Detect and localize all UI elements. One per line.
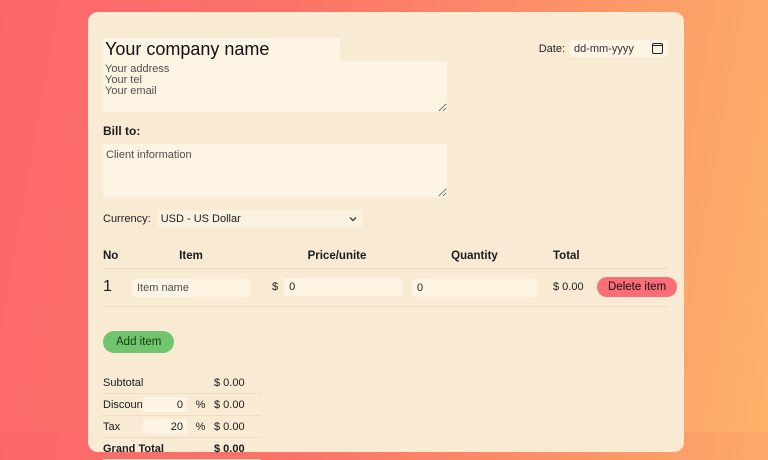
invoice-card: Date: dd-mm-yyyy Bill to: Currency: USD … bbox=[88, 12, 684, 460]
tax-percent-sign: % bbox=[195, 420, 206, 433]
subtotal-value: $ 0.00 bbox=[214, 376, 245, 389]
item-price-cell: $ bbox=[272, 278, 412, 296]
item-quantity-cell bbox=[412, 278, 553, 297]
client-info-textarea[interactable] bbox=[103, 144, 447, 197]
totals-section: Subtotal $ 0.00 Discount % $ 0.00 Tax % … bbox=[103, 372, 261, 460]
discount-row: Discount % $ 0.00 bbox=[103, 394, 261, 416]
bill-to-label: Bill to: bbox=[103, 124, 141, 138]
header-price: Price/unite bbox=[307, 250, 367, 262]
header-no: No bbox=[103, 250, 119, 262]
grand-total-label: Grand Total bbox=[103, 442, 164, 455]
item-quantity-input[interactable] bbox=[412, 278, 537, 297]
tax-amount: $ 0.00 bbox=[214, 420, 245, 433]
item-name-cell bbox=[132, 278, 272, 297]
discount-amount: $ 0.00 bbox=[214, 398, 245, 411]
date-value: dd-mm-yyyy bbox=[574, 42, 634, 55]
calendar-icon[interactable] bbox=[652, 43, 663, 54]
add-item-button[interactable]: Add item bbox=[103, 331, 175, 353]
header-row: Date: dd-mm-yyyy bbox=[103, 38, 668, 61]
item-delete-cell: Delete item bbox=[597, 277, 678, 297]
item-total: $ 0.00 bbox=[553, 281, 584, 293]
grand-total-row: Grand Total $ 0.00 bbox=[103, 438, 261, 460]
discount-input[interactable] bbox=[143, 397, 187, 412]
currency-select-wrap: USD - US Dollar bbox=[157, 210, 362, 227]
company-name-input[interactable] bbox=[103, 38, 340, 61]
currency-row: Currency: USD - US Dollar bbox=[103, 210, 668, 227]
item-row: 1 $ $ 0.00 Delete item bbox=[103, 269, 678, 307]
header-total: Total bbox=[553, 250, 580, 262]
subtotal-label: Subtotal bbox=[103, 376, 144, 389]
discount-percent-sign: % bbox=[195, 398, 206, 411]
date-label: Date: bbox=[538, 42, 565, 55]
item-price-input[interactable] bbox=[284, 278, 403, 296]
items-table-header: No Item Price/unite Quantity Total bbox=[103, 250, 668, 269]
tax-label: Tax bbox=[103, 420, 121, 433]
currency-symbol: $ bbox=[272, 281, 279, 293]
currency-label: Currency: bbox=[103, 212, 151, 225]
header-item: Item bbox=[179, 250, 203, 262]
tax-row: Tax % $ 0.00 bbox=[103, 416, 261, 438]
company-details-textarea[interactable] bbox=[103, 61, 447, 112]
subtotal-row: Subtotal $ 0.00 bbox=[103, 372, 261, 394]
delete-item-button[interactable]: Delete item bbox=[597, 277, 678, 297]
items-table: No Item Price/unite Quantity Total 1 $ $… bbox=[103, 250, 678, 307]
currency-select[interactable]: USD - US Dollar bbox=[157, 210, 362, 227]
item-name-input[interactable] bbox=[132, 278, 250, 297]
date-group: Date: dd-mm-yyyy bbox=[539, 40, 668, 57]
date-input[interactable]: dd-mm-yyyy bbox=[570, 40, 668, 57]
item-number: 1 bbox=[103, 278, 112, 295]
grand-total-value: $ 0.00 bbox=[214, 442, 245, 455]
header-quantity: Quantity bbox=[451, 250, 498, 262]
discount-label: Discount bbox=[103, 398, 146, 411]
tax-input[interactable] bbox=[143, 419, 187, 434]
